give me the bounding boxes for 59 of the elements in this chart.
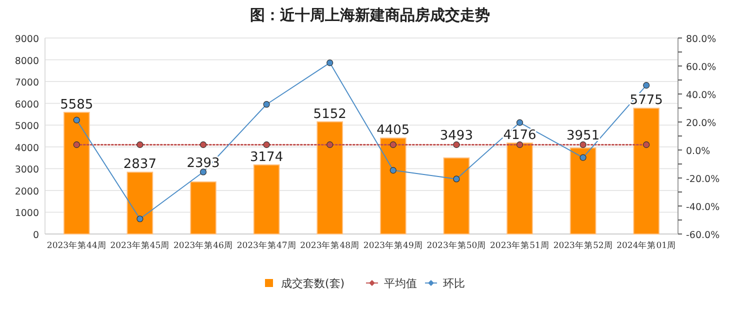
data-label: 5152 <box>313 106 346 122</box>
bar <box>380 138 406 234</box>
y2-tick-label: -40.0% <box>686 202 720 213</box>
bar <box>443 157 470 234</box>
x-tick-label: 2023年第50周 <box>426 240 486 251</box>
x-tick-label: 2023年第47周 <box>236 240 296 251</box>
y2-tick-label: 20.0% <box>686 118 716 129</box>
x-tick-label: 2023年第45周 <box>110 240 170 251</box>
y2-tick-label: 40.0% <box>686 90 716 101</box>
y-tick-label: 6000 <box>14 99 39 110</box>
y-tick-label: 7000 <box>14 78 39 89</box>
y2-tick-label: -60.0% <box>686 230 720 241</box>
x-tick-label: 2023年第46周 <box>174 240 233 251</box>
legend-label: 成交套数(套) <box>281 277 345 290</box>
data-label: 3493 <box>440 128 473 144</box>
y2-tick-label: 80.0% <box>686 34 716 45</box>
point <box>390 167 396 174</box>
data-label: 4176 <box>503 128 536 144</box>
legend-label: 平均值 <box>384 277 417 290</box>
point <box>453 176 460 182</box>
point <box>580 154 586 161</box>
point <box>326 59 334 66</box>
bar <box>506 142 533 234</box>
x-tick-label: 2023年第44周 <box>46 240 106 251</box>
data-label: 5585 <box>60 97 94 112</box>
point <box>263 101 270 108</box>
chart-title: 图：近十周上海新建商品房成交走势 <box>250 6 490 24</box>
point <box>136 216 144 222</box>
bar <box>633 108 660 234</box>
x-tick-label: 2023年第51周 <box>490 240 550 251</box>
x-tick-label: 2023年第48周 <box>300 240 360 251</box>
point <box>73 116 80 124</box>
y-tick-label: 2000 <box>14 186 39 198</box>
y-tick-label: 0 <box>32 230 39 241</box>
bar <box>190 181 216 234</box>
bar <box>253 164 280 234</box>
data-label: 2837 <box>123 157 156 172</box>
y-tick-label: 8000 <box>14 56 39 67</box>
x-tick-label: 2023年第52周 <box>553 240 613 251</box>
data-label: 4405 <box>376 123 410 138</box>
point <box>643 82 650 89</box>
bar <box>126 172 154 234</box>
y-tick-label: 9000 <box>14 34 39 45</box>
y-tick-label: 3000 <box>14 164 39 176</box>
y-tick-label: 5000 <box>14 121 39 132</box>
x-tick-label: 2023年第49周 <box>363 240 423 251</box>
point <box>516 119 524 126</box>
y2-tick-label: -20.0% <box>686 174 720 185</box>
y-tick-label: 1000 <box>14 208 39 220</box>
x-tick-label: 2024年第01周 <box>616 240 676 251</box>
y-tick-label: 4000 <box>14 142 39 154</box>
data-label: 3174 <box>250 150 284 165</box>
bar <box>63 112 90 234</box>
data-label: 3951 <box>566 128 600 144</box>
y2-tick-label: 0.0% <box>686 146 710 157</box>
bar <box>570 147 596 234</box>
bar <box>316 121 344 234</box>
y2-tick-label: 60.0% <box>686 62 716 73</box>
legend-label: 环比 <box>443 277 465 290</box>
